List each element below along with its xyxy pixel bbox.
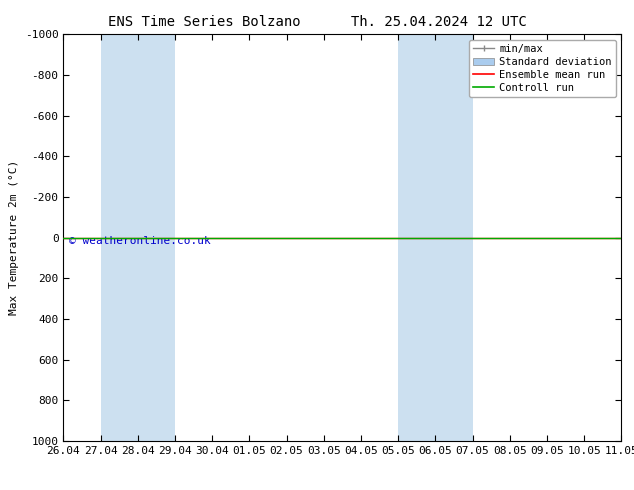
Y-axis label: Max Temperature 2m (°C): Max Temperature 2m (°C) (10, 160, 19, 315)
Legend: min/max, Standard deviation, Ensemble mean run, Controll run: min/max, Standard deviation, Ensemble me… (469, 40, 616, 97)
Bar (101, 34, 175, 441)
Bar (398, 34, 472, 441)
Text: ENS Time Series Bolzano      Th. 25.04.2024 12 UTC: ENS Time Series Bolzano Th. 25.04.2024 1… (108, 15, 526, 29)
Text: © weatheronline.co.uk: © weatheronline.co.uk (69, 236, 210, 245)
